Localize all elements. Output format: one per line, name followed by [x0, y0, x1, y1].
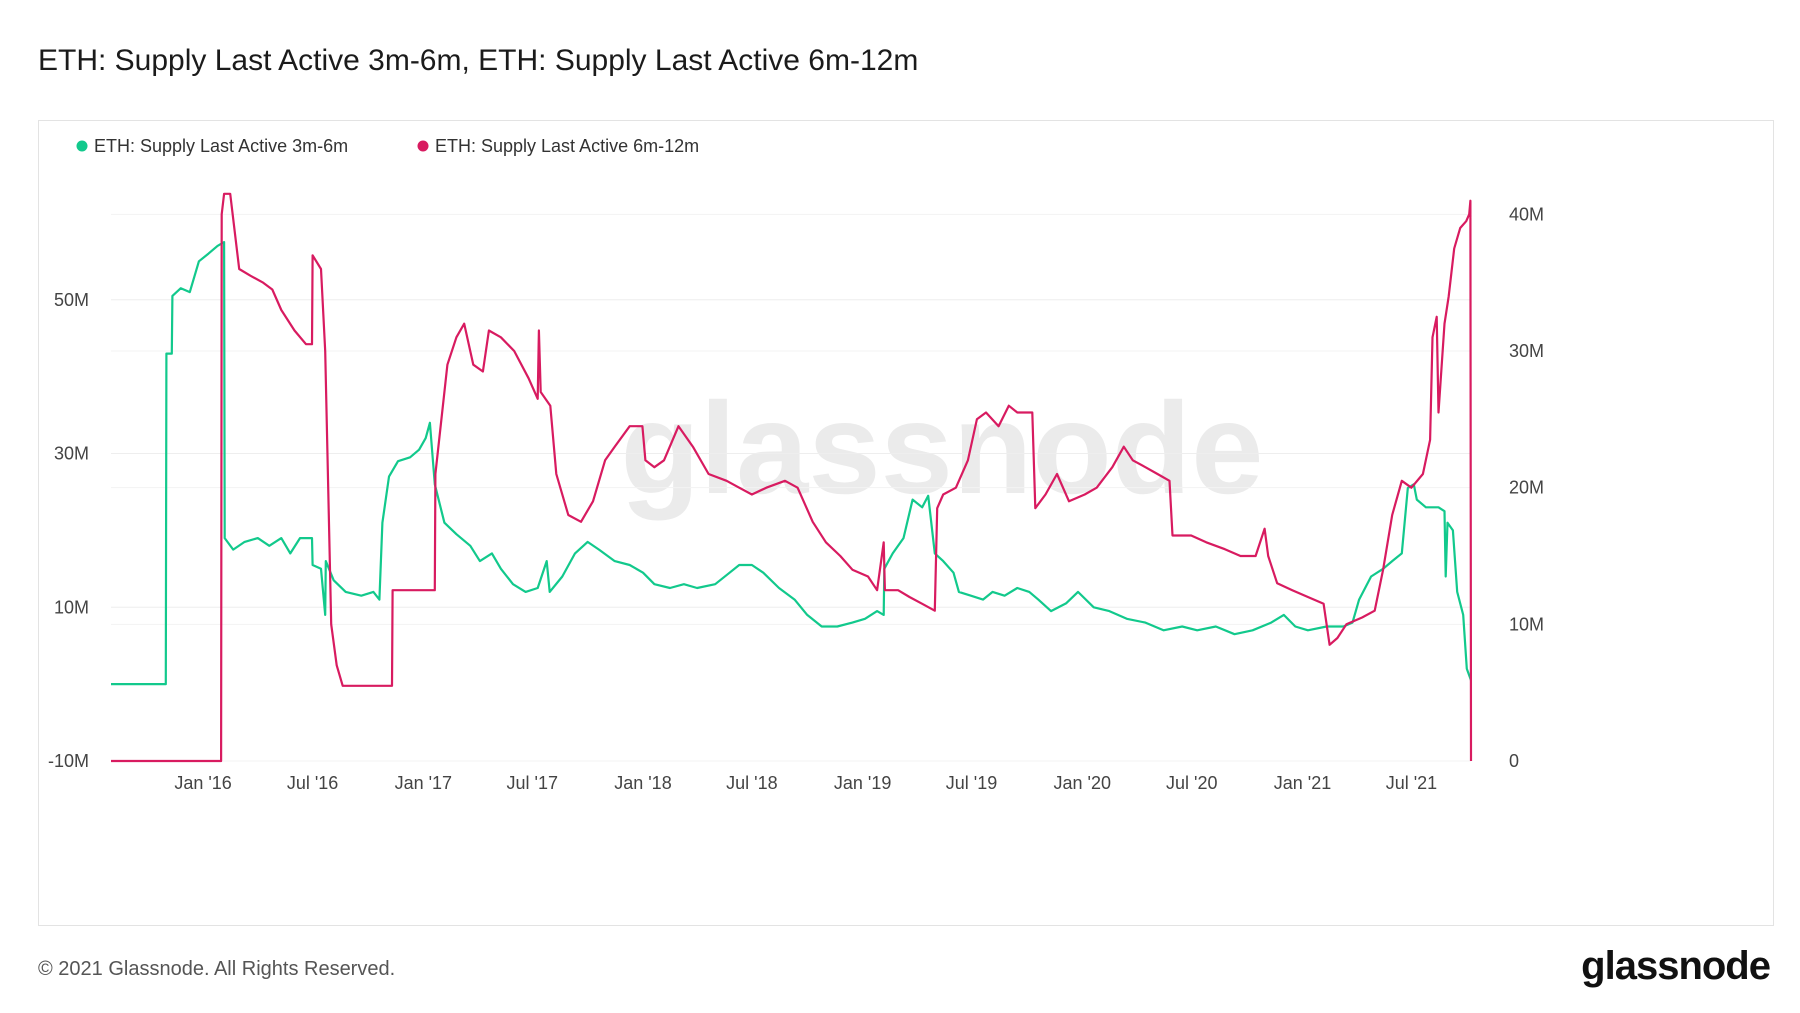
y-left-tick-3: 50M [54, 290, 89, 310]
gridlines [111, 213, 1471, 762]
legend: ETH: Supply Last Active 3m-6m ETH: Suppl… [76, 136, 700, 156]
y-left-tick-1: 10M [54, 597, 89, 617]
y-right-tick-3: 30M [1509, 341, 1544, 361]
x-tick-3: Jul '17 [507, 773, 558, 793]
legend-dot-6m-12m [417, 140, 429, 152]
y-right-tick-2: 20M [1509, 478, 1544, 498]
x-tick-9: Jul '20 [1166, 773, 1217, 793]
x-tick-2: Jan '17 [395, 773, 452, 793]
y-axis-left: -10M 10M 30M 50M [48, 290, 89, 771]
legend-item-6m-12m[interactable]: ETH: Supply Last Active 6m-12m [417, 136, 700, 156]
series-lines [111, 192, 1473, 763]
series-line-1[interactable] [111, 192, 1473, 763]
x-tick-0: Jan '16 [174, 773, 231, 793]
x-tick-11: Jul '21 [1386, 773, 1437, 793]
x-tick-5: Jul '18 [726, 773, 777, 793]
legend-item-3m-6m[interactable]: ETH: Supply Last Active 3m-6m [76, 136, 349, 156]
y-left-tick-0: -10M [48, 751, 89, 771]
chart-frame: glassnode -10M 10M 30M 50M 0 10M 20M 30M 40M Ja… [38, 120, 1774, 926]
y-right-tick-4: 40M [1509, 204, 1544, 224]
x-tick-10: Jan '21 [1274, 773, 1331, 793]
y-left-tick-2: 30M [54, 444, 89, 464]
y-axis-right: 0 10M 20M 30M 40M [1509, 204, 1544, 771]
x-tick-6: Jan '19 [834, 773, 891, 793]
legend-label-6m-12m: ETH: Supply Last Active 6m-12m [435, 136, 699, 156]
brand-logo[interactable]: glassnode [1581, 944, 1771, 988]
y-right-tick-0: 0 [1509, 751, 1519, 771]
y-right-tick-1: 10M [1509, 614, 1544, 634]
legend-dot-3m-6m [76, 140, 88, 152]
x-tick-8: Jan '20 [1054, 773, 1111, 793]
chart-title: ETH: Supply Last Active 3m-6m, ETH: Supp… [38, 44, 919, 77]
legend-label-3m-6m: ETH: Supply Last Active 3m-6m [94, 136, 348, 156]
x-axis: Jan '16 Jul '16 Jan '17 Jul '17 Jan '18 Jul '… [174, 773, 1437, 793]
x-tick-4: Jan '18 [614, 773, 671, 793]
series-line-0[interactable] [111, 241, 1473, 686]
x-tick-7: Jul '19 [946, 773, 997, 793]
copyright: © 2021 Glassnode. All Rights Reserved. [38, 958, 396, 980]
x-tick-1: Jul '16 [287, 773, 338, 793]
